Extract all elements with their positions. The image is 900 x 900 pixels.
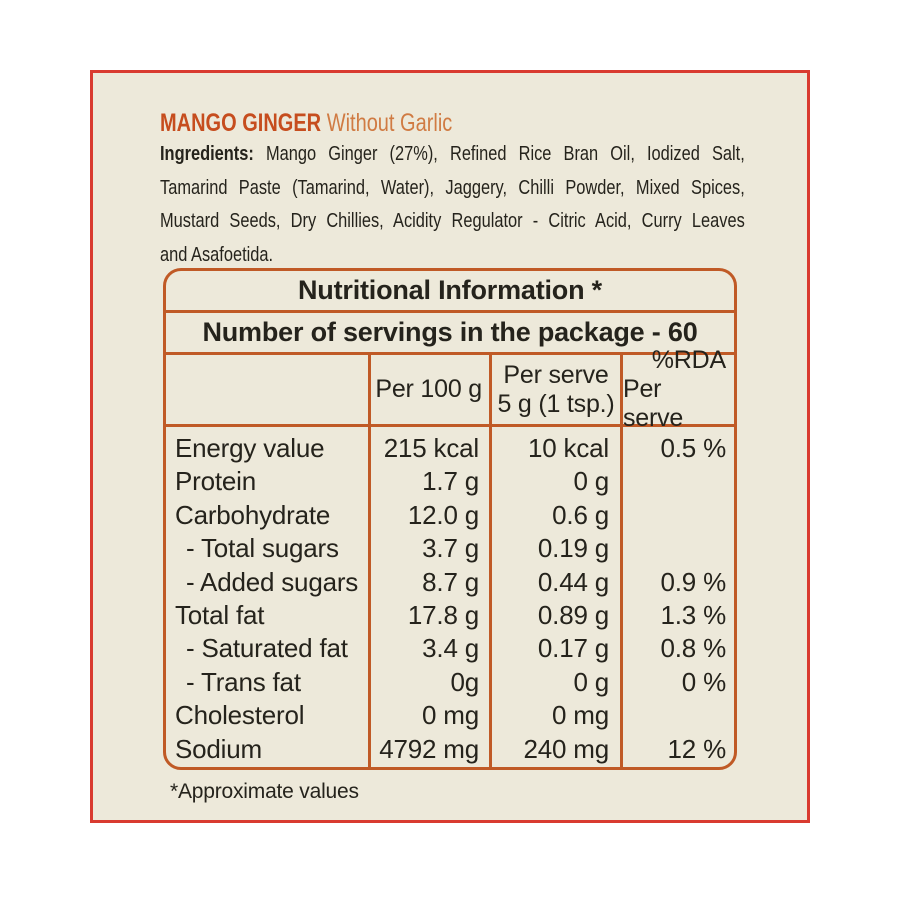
per-serve-value: 0.89 g [537, 599, 609, 630]
per-serve-column: 10 kcal 0 g 0.6 g 0.19 g 0.44 g 0.89 g 0… [489, 427, 620, 767]
nutrition-table: Nutritional Information * Number of serv… [163, 268, 737, 770]
per-100g-column: 215 kcal 1.7 g 12.0 g 3.7 g 8.7 g 17.8 g… [368, 427, 489, 767]
per-serve-value: 10 kcal [528, 433, 609, 463]
per-100g-value: 215 kcal [383, 433, 479, 463]
ingredients-line-2: Tamarind Paste (Tamarind, Water), Jagger… [160, 175, 745, 199]
per-100g-value: 3.7 g [422, 533, 479, 564]
column-header-row: Per 100 g Per serve 5 g (1 tsp.) %RDA Pe… [166, 346, 734, 432]
per-serve-value: 0.6 g [552, 499, 609, 530]
rda-value: 1.3 % [660, 599, 727, 630]
nutrient-label: - Added sugars [186, 566, 359, 597]
nutrient-label: - Saturated fat [186, 633, 348, 664]
rda-value: 0.5 % [660, 433, 727, 463]
table-title: Nutritional Information * [166, 271, 734, 313]
per-100g-value: 1.7 g [422, 466, 479, 497]
per-serve-value: 0 g [573, 666, 609, 697]
per-serve-value: 0 mg [551, 700, 609, 731]
per-100g-value: 4792 mg [379, 733, 479, 764]
label-card: MANGO GINGER Without Garlic Ingredients:… [90, 70, 810, 823]
ingredients-line-1-text: Mango Ginger (27%), Refined Rice Bran Oi… [265, 142, 745, 165]
column-header-rda: %RDA Per serve [620, 346, 734, 432]
rda-value [623, 532, 726, 565]
ingredients-line-3: Mustard Seeds, Dry Chillies, Acidity Reg… [160, 209, 745, 232]
ingredients-label: Ingredients: [160, 142, 254, 165]
ingredients-line-1: Ingredients: Mango Ginger (27%), Refined… [160, 137, 745, 171]
rda-value: 0 % [681, 666, 726, 697]
column-header-rda-line2: Per serve [623, 375, 684, 432]
column-header-per-serve-line1: Per serve [503, 360, 609, 389]
rda-value [623, 499, 726, 532]
column-header-per-serve: Per serve 5 g (1 tsp.) [489, 355, 620, 424]
column-header-nutrient [166, 355, 368, 424]
rda-value [623, 699, 726, 732]
rda-value [623, 465, 726, 498]
nutrient-label: Protein [175, 466, 256, 497]
product-variant: Without Garlic [326, 109, 453, 137]
per-100g-value: 8.7 g [422, 566, 479, 597]
nutrient-column: Energy value Protein Carbohydrate - Tota… [166, 427, 368, 767]
per-100g-value: 12.0 g [407, 499, 479, 530]
nutrient-label: - Trans fat [186, 666, 301, 697]
per-serve-value: 240 mg [523, 733, 609, 764]
column-header-per-serve-line2: 5 g (1 tsp.) [497, 389, 615, 418]
per-serve-value: 0.17 g [537, 633, 609, 664]
nutrient-label: - Total sugars [186, 533, 339, 564]
nutrient-label: Energy value [175, 433, 325, 463]
rda-column: 0.5 % 0.9 % 1.3 % 0.8 % 0 % 12 % [620, 427, 734, 767]
per-100g-value: 0 mg [421, 700, 479, 731]
nutrient-label: Sodium [175, 733, 262, 764]
nutrient-label: Carbohydrate [175, 499, 331, 530]
product-name: MANGO GINGER [160, 109, 322, 137]
per-100g-value: 0g [450, 666, 479, 697]
per-serve-value: 0 g [573, 466, 609, 497]
per-100g-value: 3.4 g [422, 633, 479, 664]
ingredients-line-4: and Asafoetida. [160, 242, 274, 266]
per-serve-value: 0.19 g [537, 533, 609, 564]
rda-value: 12 % [667, 733, 727, 764]
per-100g-value: 17.8 g [407, 599, 479, 630]
table-body: Energy value Protein Carbohydrate - Tota… [166, 427, 734, 767]
approx-values-note: *Approximate values [170, 780, 359, 803]
nutrient-label: Cholesterol [175, 700, 305, 731]
servings-row: Number of servings in the package - 60 [166, 313, 734, 355]
product-title: MANGO GINGER Without Garlic [160, 109, 452, 138]
column-header-rda-line1: %RDA [651, 346, 726, 374]
per-serve-value: 0.44 g [537, 566, 609, 597]
column-header-per-100g: Per 100 g [368, 355, 489, 424]
rda-value: 0.8 % [660, 633, 727, 664]
nutrient-label: Total fat [175, 599, 265, 630]
ingredients-paragraph: Ingredients: Mango Ginger (27%), Refined… [160, 137, 745, 271]
rda-value: 0.9 % [660, 566, 727, 597]
